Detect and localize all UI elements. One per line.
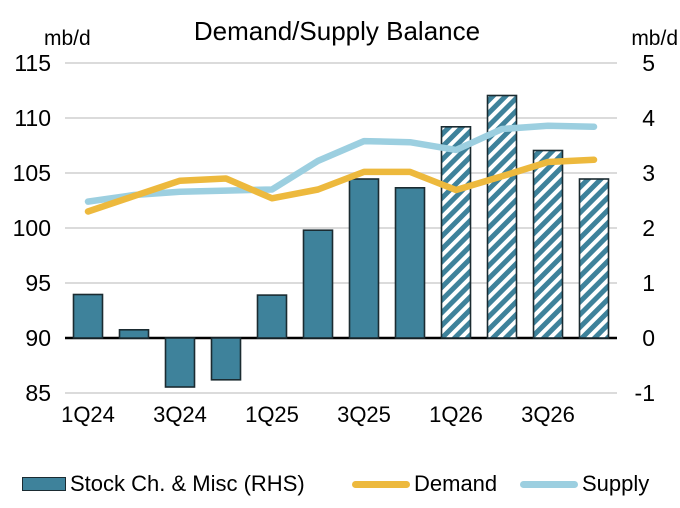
left-axis-tick-85: 85	[25, 380, 51, 406]
plot-area	[65, 62, 617, 394]
x-axis-tick-1q26: 1Q26	[429, 402, 483, 427]
bar-2q25	[302, 229, 334, 339]
right-axis-tick-4: 4	[642, 105, 655, 131]
bar-4q25	[394, 187, 426, 339]
legend-item-demand: Demand	[352, 471, 498, 496]
bar-2q24	[118, 328, 150, 339]
bar-1q25	[256, 294, 288, 339]
left-axis-tick-105: 105	[12, 160, 51, 186]
right-axis-tick--1: -1	[634, 380, 655, 406]
x-axis-tick-3q24: 3Q24	[153, 402, 207, 427]
bar-4q24	[210, 337, 242, 381]
x-axis-tick-3q25: 3Q25	[337, 402, 391, 427]
left-axis-tick-90: 90	[25, 325, 51, 351]
right-axis-unit-label: mb/d	[631, 27, 678, 50]
left-axis-unit-label: mb/d	[44, 27, 91, 50]
bar-2q26	[486, 94, 518, 339]
stock-change-bar-swatch	[22, 477, 66, 491]
left-axis-tick-95: 95	[25, 270, 51, 296]
legend-item-stock-change: Stock Ch. & Misc (RHS)	[22, 471, 305, 496]
legend-label-stock-change: Stock Ch. & Misc (RHS)	[70, 471, 305, 496]
right-axis-tick-5: 5	[642, 50, 655, 76]
x-axis-tick-1q25: 1Q25	[245, 402, 299, 427]
bar-3q24	[164, 337, 196, 388]
bar-3q26	[532, 149, 564, 339]
left-axis-tick-115: 115	[14, 50, 51, 76]
legend-label-demand: Demand	[414, 471, 498, 496]
chart-title: Demand/Supply Balance	[193, 16, 481, 46]
demand-line-swatch	[352, 480, 410, 488]
supply-line	[84, 122, 598, 205]
bar-3q25	[348, 178, 380, 339]
left-axis-tick-110: 110	[14, 105, 51, 131]
x-axis-tick-3q26: 3Q26	[521, 402, 575, 427]
bar-1q26	[440, 126, 472, 339]
left-axis-tick-100: 100	[12, 215, 51, 241]
right-axis-tick-1: 1	[642, 270, 655, 296]
right-axis-tick-3: 3	[642, 160, 655, 186]
bar-4q26	[578, 178, 610, 339]
demand-line	[84, 156, 598, 215]
supply-line-swatch	[520, 480, 578, 488]
legend-label-supply: Supply	[582, 471, 650, 496]
legend-item-supply: Supply	[520, 471, 650, 496]
right-axis-tick-2: 2	[642, 215, 655, 241]
bar-1q24	[72, 293, 104, 339]
x-axis-tick-1q24: 1Q24	[61, 402, 115, 427]
right-axis-tick-0: 0	[642, 325, 655, 351]
